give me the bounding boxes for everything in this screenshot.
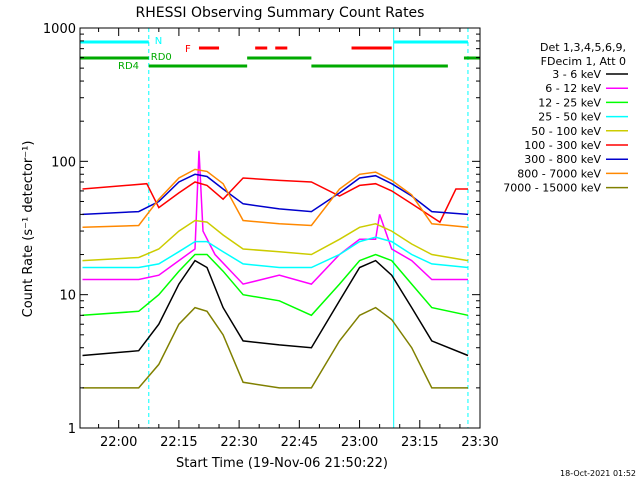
series-line-6 bbox=[82, 173, 469, 216]
legend-entry-label-5: 100 - 300 keV bbox=[524, 139, 601, 152]
status-label-flare: F bbox=[185, 44, 191, 55]
series-line-5 bbox=[82, 177, 468, 224]
status-label-night: N bbox=[155, 36, 162, 47]
plot-frame bbox=[79, 27, 481, 429]
series-line-8 bbox=[82, 306, 468, 389]
x-tick-label-0: 22:00 bbox=[100, 435, 137, 450]
chart-title: RHESSI Observing Summary Count Rates bbox=[136, 5, 425, 21]
y-tick-label-0: 1 bbox=[68, 422, 76, 437]
legend-entry-label-7: 800 - 7000 keV bbox=[517, 167, 601, 180]
plot-area: N F RD0 RD4 bbox=[80, 28, 480, 428]
y-tick-label-2: 100 bbox=[51, 155, 76, 170]
legend-entry-label-8: 7000 - 15000 keV bbox=[503, 182, 601, 195]
x-axis-label: Start Time (19-Nov-06 21:50:22) bbox=[176, 456, 388, 471]
series-line-0 bbox=[82, 259, 469, 357]
footer-timestamp: 18-Oct-2021 01:52 bbox=[560, 469, 636, 478]
y-tick-label-3: 1000 bbox=[43, 22, 76, 37]
legend-header-1: Det 1,3,4,5,6,9, bbox=[540, 41, 626, 54]
x-tick-label-1: 22:15 bbox=[160, 435, 197, 450]
status-label-rd0: RD0 bbox=[151, 52, 172, 63]
y-axis-label: Count Rate (s⁻¹ detector⁻¹) bbox=[21, 141, 36, 318]
legend-header-2: FDecim 1, Att 0 bbox=[541, 55, 626, 68]
legend-entry-label-4: 50 - 100 keV bbox=[531, 125, 601, 138]
x-tick-label-5: 23:15 bbox=[401, 435, 438, 450]
legend-entry-label-0: 3 - 6 keV bbox=[552, 68, 601, 81]
x-tick-label-6: 23:30 bbox=[461, 435, 498, 450]
series-line-4 bbox=[82, 219, 469, 262]
legend-entry-label-1: 6 - 12 keV bbox=[545, 82, 601, 95]
y-tick-label-1: 10 bbox=[59, 289, 76, 304]
x-tick-label-3: 22:45 bbox=[281, 435, 318, 450]
series-line-1 bbox=[82, 150, 468, 285]
status-label-rd4: RD4 bbox=[118, 61, 139, 72]
axes: 1 10 100 1000 22:00 22:15 22:30 22:45 23:00 23:15… bbox=[43, 22, 499, 450]
legend: Det 1,3,4,5,6,9, FDecim 1, Att 0 3 - 6 k… bbox=[503, 41, 628, 195]
series-line-7 bbox=[82, 168, 469, 229]
series-line-3 bbox=[82, 236, 469, 269]
legend-entry-label-6: 300 - 800 keV bbox=[524, 153, 601, 166]
x-tick-label-4: 23:00 bbox=[341, 435, 378, 450]
legend-entry-label-2: 12 - 25 keV bbox=[538, 96, 601, 109]
series-line-2 bbox=[82, 253, 469, 317]
legend-entry-label-3: 25 - 50 keV bbox=[538, 111, 601, 124]
x-tick-label-2: 22:30 bbox=[220, 435, 257, 450]
